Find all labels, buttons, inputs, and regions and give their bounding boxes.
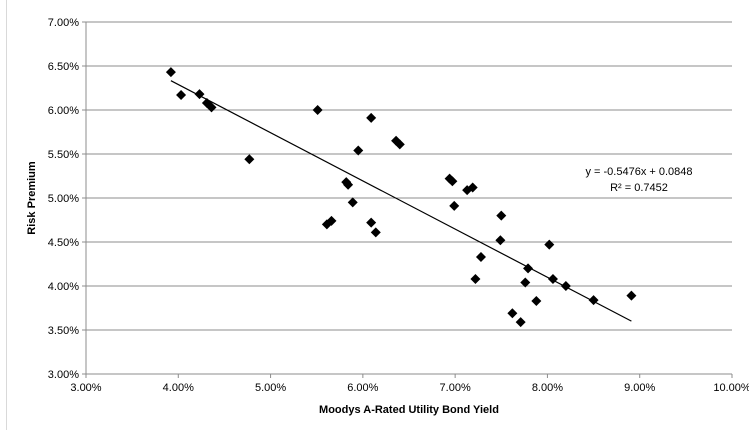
axes	[82, 21, 733, 378]
trendline-equation: y = -0.5476x + 0.0848	[585, 166, 692, 178]
gridlines	[86, 21, 732, 375]
data-point	[496, 210, 507, 221]
data-point	[176, 90, 187, 101]
data-point	[547, 273, 558, 284]
data-point	[206, 102, 217, 113]
data-point	[366, 112, 377, 123]
data-point	[544, 239, 555, 250]
data-points	[165, 67, 637, 328]
data-point	[343, 179, 354, 190]
x-tick-label: 4.00%	[163, 382, 194, 394]
data-point	[244, 154, 255, 165]
data-point	[326, 215, 337, 226]
y-tick-label: 3.00%	[48, 369, 79, 381]
x-tick-label: 10.00%	[713, 382, 749, 394]
data-point	[560, 281, 571, 291]
y-tick-label: 6.50%	[48, 61, 79, 73]
y-tick-label: 3.50%	[48, 325, 79, 337]
data-point	[588, 295, 599, 306]
data-point	[347, 197, 358, 208]
data-point	[447, 176, 458, 187]
data-point	[394, 139, 405, 150]
data-point	[353, 145, 364, 156]
data-point	[370, 227, 381, 238]
data-point	[523, 263, 534, 274]
y-tick-label: 5.00%	[48, 193, 79, 205]
tick-labels: 3.00% 3.50% 4.00% 4.50% 5.00% 5.50% 6.00% 6.50%…	[48, 17, 749, 394]
data-point	[515, 317, 526, 328]
x-tick-label: 5.00%	[255, 382, 286, 394]
x-tick-label: 6.00%	[347, 382, 378, 394]
y-tick-label: 4.00%	[48, 281, 79, 293]
y-tick-label: 4.50%	[48, 237, 79, 249]
y-tick-label: 7.00%	[48, 17, 79, 29]
y-axis-title: Risk Premium	[26, 161, 38, 235]
data-point	[366, 217, 377, 228]
x-tick-label: 7.00%	[440, 382, 471, 394]
data-point	[507, 308, 518, 319]
chart-frame-edge	[6, 0, 7, 430]
data-point	[470, 273, 481, 284]
annotations: y = -0.5476x + 0.0848 R² = 0.7452	[585, 166, 692, 194]
data-point	[449, 200, 460, 211]
data-point	[467, 182, 478, 193]
data-point	[495, 235, 506, 246]
data-point	[475, 251, 486, 262]
r-squared-label: R² = 0.7452	[610, 182, 668, 194]
x-tick-label: 8.00%	[532, 382, 563, 394]
data-point	[520, 277, 531, 288]
data-point	[194, 89, 205, 100]
data-point	[626, 290, 637, 301]
x-tick-label: 9.00%	[624, 382, 655, 394]
data-point	[312, 105, 323, 115]
data-point	[531, 295, 542, 306]
data-point	[165, 67, 176, 78]
x-axis-title: Moodys A-Rated Utility Bond Yield	[319, 404, 499, 416]
y-tick-label: 6.00%	[48, 105, 79, 117]
x-tick-label: 3.00%	[70, 382, 101, 394]
y-tick-label: 5.50%	[48, 149, 79, 161]
